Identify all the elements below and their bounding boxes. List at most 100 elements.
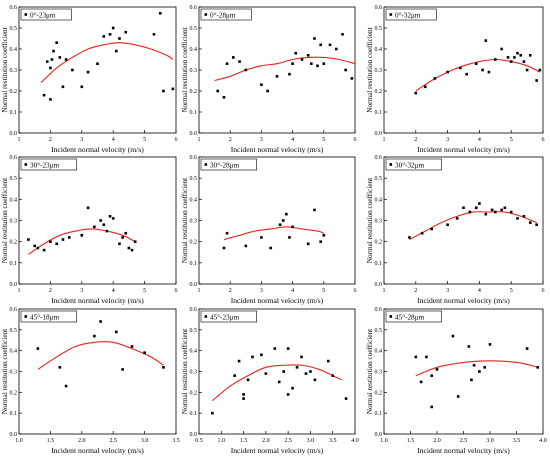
data-point bbox=[281, 219, 285, 222]
x-tick-label: 2.0 bbox=[433, 438, 441, 444]
y-axis-label: Normal restitution coefficient bbox=[366, 27, 374, 112]
legend-label: 45°-23μm bbox=[210, 313, 239, 321]
data-point bbox=[99, 320, 102, 323]
data-point bbox=[237, 359, 241, 363]
x-axis-label: Incident normal velocity (m/s) bbox=[51, 296, 144, 305]
plot-frame bbox=[383, 6, 544, 134]
data-point bbox=[108, 214, 112, 218]
x-tick-label: 3 bbox=[446, 288, 449, 294]
plot-frame bbox=[18, 6, 177, 134]
data-point bbox=[216, 89, 220, 93]
plot-frame bbox=[383, 308, 544, 435]
data-point bbox=[313, 37, 316, 40]
x-axis-label: Incident normal velocity (m/s) bbox=[417, 145, 510, 154]
data-point bbox=[522, 214, 526, 218]
data-point bbox=[316, 64, 319, 68]
data-point bbox=[124, 30, 128, 34]
data-point bbox=[306, 242, 310, 246]
x-tick-label: 4.0 bbox=[351, 438, 359, 444]
data-point bbox=[310, 62, 313, 65]
data-point bbox=[143, 351, 146, 355]
data-point bbox=[118, 242, 121, 246]
data-point bbox=[478, 202, 481, 205]
legend-marker bbox=[24, 315, 28, 318]
chart-panel-1: 1 2 3 4 5 6 0.0 0.1 0.2 0.3 0.4 0.5 0.6 Incident norm… bbox=[1, 5, 178, 154]
x-axis-label: Incident normal velocity (m/s) bbox=[51, 145, 144, 154]
x-axis-label: Incident normal velocity (m/s) bbox=[231, 145, 324, 154]
data-point bbox=[67, 236, 71, 239]
x-tick-label: 3.0 bbox=[307, 438, 315, 444]
chart-panel-6: 1 2 3 4 5 6 0.0 0.1 0.2 0.3 0.4 0.5 0.6 Incident norm… bbox=[366, 155, 545, 305]
data-point bbox=[52, 49, 55, 53]
x-tick-label: 5 bbox=[322, 288, 325, 294]
fit-curve bbox=[214, 56, 356, 82]
y-tick-label: 0.2 bbox=[375, 240, 383, 246]
y-tick-label: 0.4 bbox=[10, 197, 18, 203]
y-tick-label: 0.6 bbox=[190, 307, 198, 313]
data-point bbox=[244, 244, 248, 248]
x-tick-label: 3 bbox=[260, 137, 263, 143]
data-point bbox=[222, 246, 226, 250]
data-point bbox=[111, 26, 115, 30]
data-point bbox=[115, 49, 118, 53]
data-point bbox=[408, 236, 411, 239]
x-tick-label: 5 bbox=[322, 137, 325, 143]
data-point bbox=[528, 54, 532, 57]
chart-panel-4: 1 2 3 4 5 6 0.0 0.1 0.2 0.3 0.4 0.5 0.6 Incident norm… bbox=[1, 155, 178, 305]
data-point bbox=[42, 248, 46, 252]
chart-panel-7: 1.0 1.5 2.0 2.5 3.0 3.5 0.0 0.1 0.2 0.3 0.4 0.5 0.6 I… bbox=[1, 307, 180, 455]
y-tick-label: 0.3 bbox=[190, 370, 198, 376]
data-point bbox=[86, 206, 90, 210]
y-tick-label: 0.6 bbox=[190, 5, 198, 11]
x-tick-label: 1.5 bbox=[47, 438, 55, 444]
x-axis-label: Incident normal velocity (m/s) bbox=[51, 446, 144, 455]
y-axis-label: Normal restitution coefficient bbox=[181, 178, 189, 263]
y-tick-label: 0.0 bbox=[10, 432, 18, 438]
y-tick-label: 0.0 bbox=[375, 131, 383, 137]
x-tick-label: 4 bbox=[478, 288, 481, 294]
x-tick-label: 4 bbox=[112, 288, 115, 294]
data-point bbox=[516, 51, 519, 55]
y-tick-label: 0.3 bbox=[375, 219, 383, 225]
data-point bbox=[295, 366, 299, 369]
fit-curve bbox=[40, 42, 174, 84]
legend-box bbox=[200, 8, 252, 21]
y-tick-label: 0.5 bbox=[375, 328, 383, 334]
legend: 45°-28μm bbox=[385, 310, 442, 323]
y-tick-label: 0.3 bbox=[190, 68, 198, 74]
x-tick-label: 2 bbox=[229, 137, 232, 143]
chart-panel-2: 1 2 3 4 5 6 0.0 0.1 0.2 0.3 0.4 0.5 0.6 Incident norm… bbox=[181, 5, 357, 154]
y-tick-label: 0.1 bbox=[190, 261, 198, 267]
data-point bbox=[525, 68, 529, 72]
data-point bbox=[80, 85, 84, 89]
data-point bbox=[483, 366, 486, 369]
data-point bbox=[102, 223, 106, 227]
y-tick-label: 0.6 bbox=[10, 307, 18, 313]
x-tick-label: 2.5 bbox=[460, 438, 468, 444]
x-tick-label: 4 bbox=[291, 288, 294, 294]
data-point bbox=[291, 62, 294, 65]
data-point bbox=[246, 378, 250, 382]
legend-marker bbox=[389, 13, 393, 16]
data-point bbox=[430, 374, 433, 377]
data-point bbox=[238, 60, 241, 63]
data-point bbox=[121, 236, 124, 239]
x-tick-label: 5 bbox=[510, 288, 513, 294]
data-point bbox=[484, 39, 488, 42]
data-point bbox=[50, 58, 54, 61]
data-point bbox=[269, 246, 273, 250]
x-tick-label: 6 bbox=[175, 137, 178, 143]
data-point bbox=[435, 368, 439, 371]
data-point bbox=[519, 54, 523, 57]
data-point bbox=[291, 386, 294, 390]
data-point bbox=[490, 208, 494, 212]
x-tick-label: 1.5 bbox=[240, 438, 248, 444]
legend-marker bbox=[389, 163, 393, 166]
legend-box bbox=[20, 8, 72, 21]
data-point bbox=[516, 217, 519, 220]
data-point bbox=[127, 246, 131, 250]
data-point bbox=[211, 411, 214, 415]
data-point bbox=[494, 210, 497, 214]
data-point bbox=[319, 43, 322, 47]
